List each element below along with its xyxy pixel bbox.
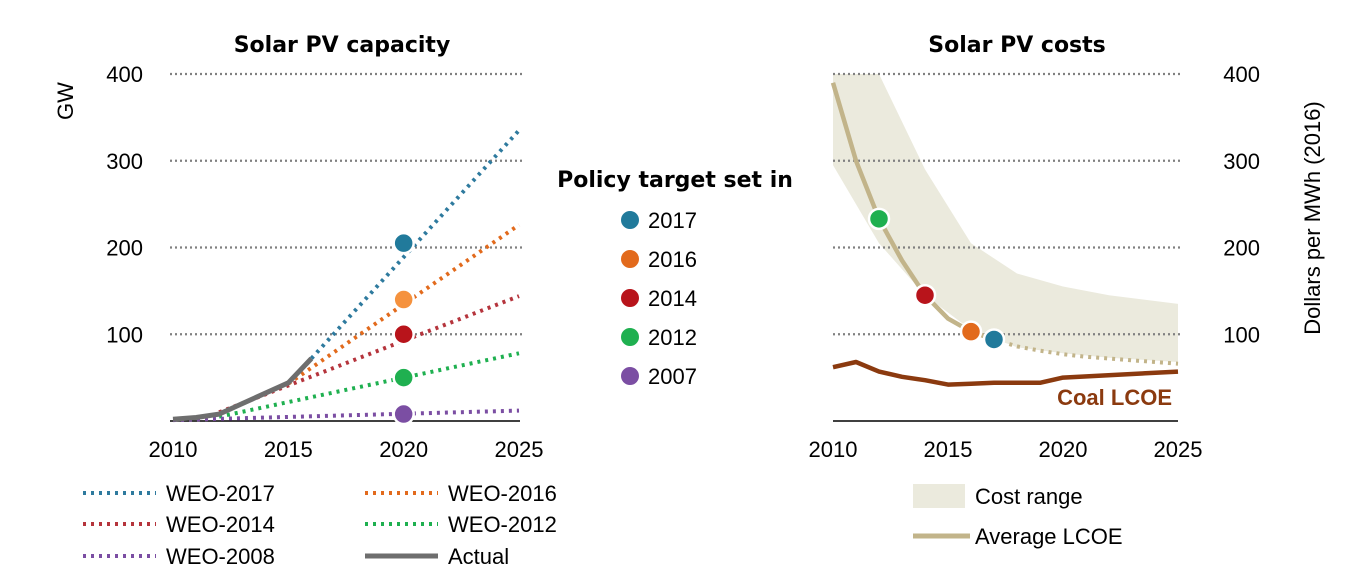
left-x-tick-label: 2025: [495, 437, 544, 462]
right-x-tick-label: 2010: [809, 437, 858, 462]
policy-legend-label: 2017: [648, 208, 697, 233]
left-y-tick-label: 300: [106, 149, 143, 174]
capacity-policy-points: [392, 231, 415, 426]
policy-legend-label: 2016: [648, 247, 697, 272]
series-line-weo-2016: [287, 223, 521, 386]
policy-legend-label: 2014: [648, 286, 697, 311]
legend-label: Average LCOE: [975, 524, 1123, 549]
capacity-y-axis-label: GW: [53, 82, 78, 120]
capacity-series: [172, 129, 521, 423]
legend-label: WEO-2008: [166, 544, 275, 569]
left-x-tick-label: 2015: [264, 437, 313, 462]
costs-legend: Cost range Average LCOE: [913, 484, 1123, 549]
policy-legend-label: 2007: [648, 364, 697, 389]
legend-label: Actual: [448, 544, 509, 569]
right-y-tick-label: 400: [1223, 62, 1260, 87]
right-y-tick-label: 300: [1223, 149, 1260, 174]
series-line-weo-2008: [172, 408, 520, 423]
policy-legend-title: Policy target set in: [557, 168, 793, 193]
costs-x-ticks: 2010 2015 2020 2025: [809, 437, 1203, 462]
costs-gridlines: [833, 72, 1182, 336]
right-y-tick-label: 100: [1223, 322, 1260, 347]
policy-point-2017: [982, 328, 1006, 351]
costs-chart-title: Solar PV costs: [928, 33, 1106, 58]
policy-point-2017: [392, 231, 415, 255]
capacity-gridlines: [170, 72, 522, 336]
policy-legend-marker-2012: [619, 326, 641, 348]
series-line-coal-lcoe: [832, 359, 1179, 387]
policy-point-2007: [392, 402, 415, 426]
costs-chart: Solar PV costs 100 200 300 400 Dollars per …: [809, 33, 1325, 462]
costs-policy-points: [867, 207, 1006, 351]
policy-legend-marker-2007: [619, 365, 641, 387]
legend-label: WEO-2012: [448, 512, 557, 537]
right-x-tick-label: 2025: [1154, 437, 1203, 462]
policy-point-2012: [392, 366, 415, 389]
policy-point-2012: [867, 207, 891, 231]
policy-legend-marker-2017: [619, 209, 641, 231]
policy-legend-marker-2014: [619, 287, 641, 309]
costs-y-ticks: 100 200 300 400: [1223, 62, 1260, 347]
capacity-y-ticks: 100 200 300 400: [106, 62, 143, 347]
right-x-tick-label: 2020: [1039, 437, 1088, 462]
policy-point-2014: [392, 323, 415, 346]
capacity-x-ticks: 2010 2015 2020 2025: [149, 437, 544, 462]
legend-label: Cost range: [975, 484, 1083, 509]
series-line-weo-2014: [218, 294, 520, 415]
capacity-chart-title: Solar PV capacity: [234, 33, 451, 58]
policy-legend-items: 2017 2016 2014 2012 2007: [619, 208, 697, 389]
left-y-tick-label: 200: [106, 236, 143, 261]
left-x-tick-label: 2010: [149, 437, 198, 462]
policy-point-2014: [913, 283, 937, 307]
policy-point-2016: [959, 320, 983, 343]
series-line-weo-2017: [309, 129, 521, 360]
right-x-tick-label: 2015: [924, 437, 973, 462]
policy-legend-label: 2012: [648, 325, 697, 350]
coal-lcoe-annotation: Coal LCOE: [1057, 385, 1172, 410]
legend-label: WEO-2016: [448, 481, 557, 506]
series-line-actual: [172, 356, 314, 422]
policy-legend-marker-2016: [619, 248, 641, 270]
legend-swatch-cost-range: [913, 484, 965, 508]
policy-point-2016: [392, 288, 415, 311]
capacity-legend: WEO-2017 WEO-2016 WEO-2014 WEO-2012 WEO-2008…: [83, 481, 557, 569]
policy-legend: Policy target set in 2017 2016 2014 2012 200…: [557, 168, 793, 389]
left-y-tick-label: 400: [106, 62, 143, 87]
right-y-tick-label: 200: [1223, 236, 1260, 261]
left-y-tick-label: 100: [106, 322, 143, 347]
costs-y-axis-label: Dollars per MWh (2016): [1300, 101, 1325, 335]
legend-label: WEO-2017: [166, 481, 275, 506]
legend-label: WEO-2014: [166, 512, 275, 537]
series-line-weo-2012: [218, 351, 520, 419]
left-x-tick-label: 2020: [379, 437, 428, 462]
